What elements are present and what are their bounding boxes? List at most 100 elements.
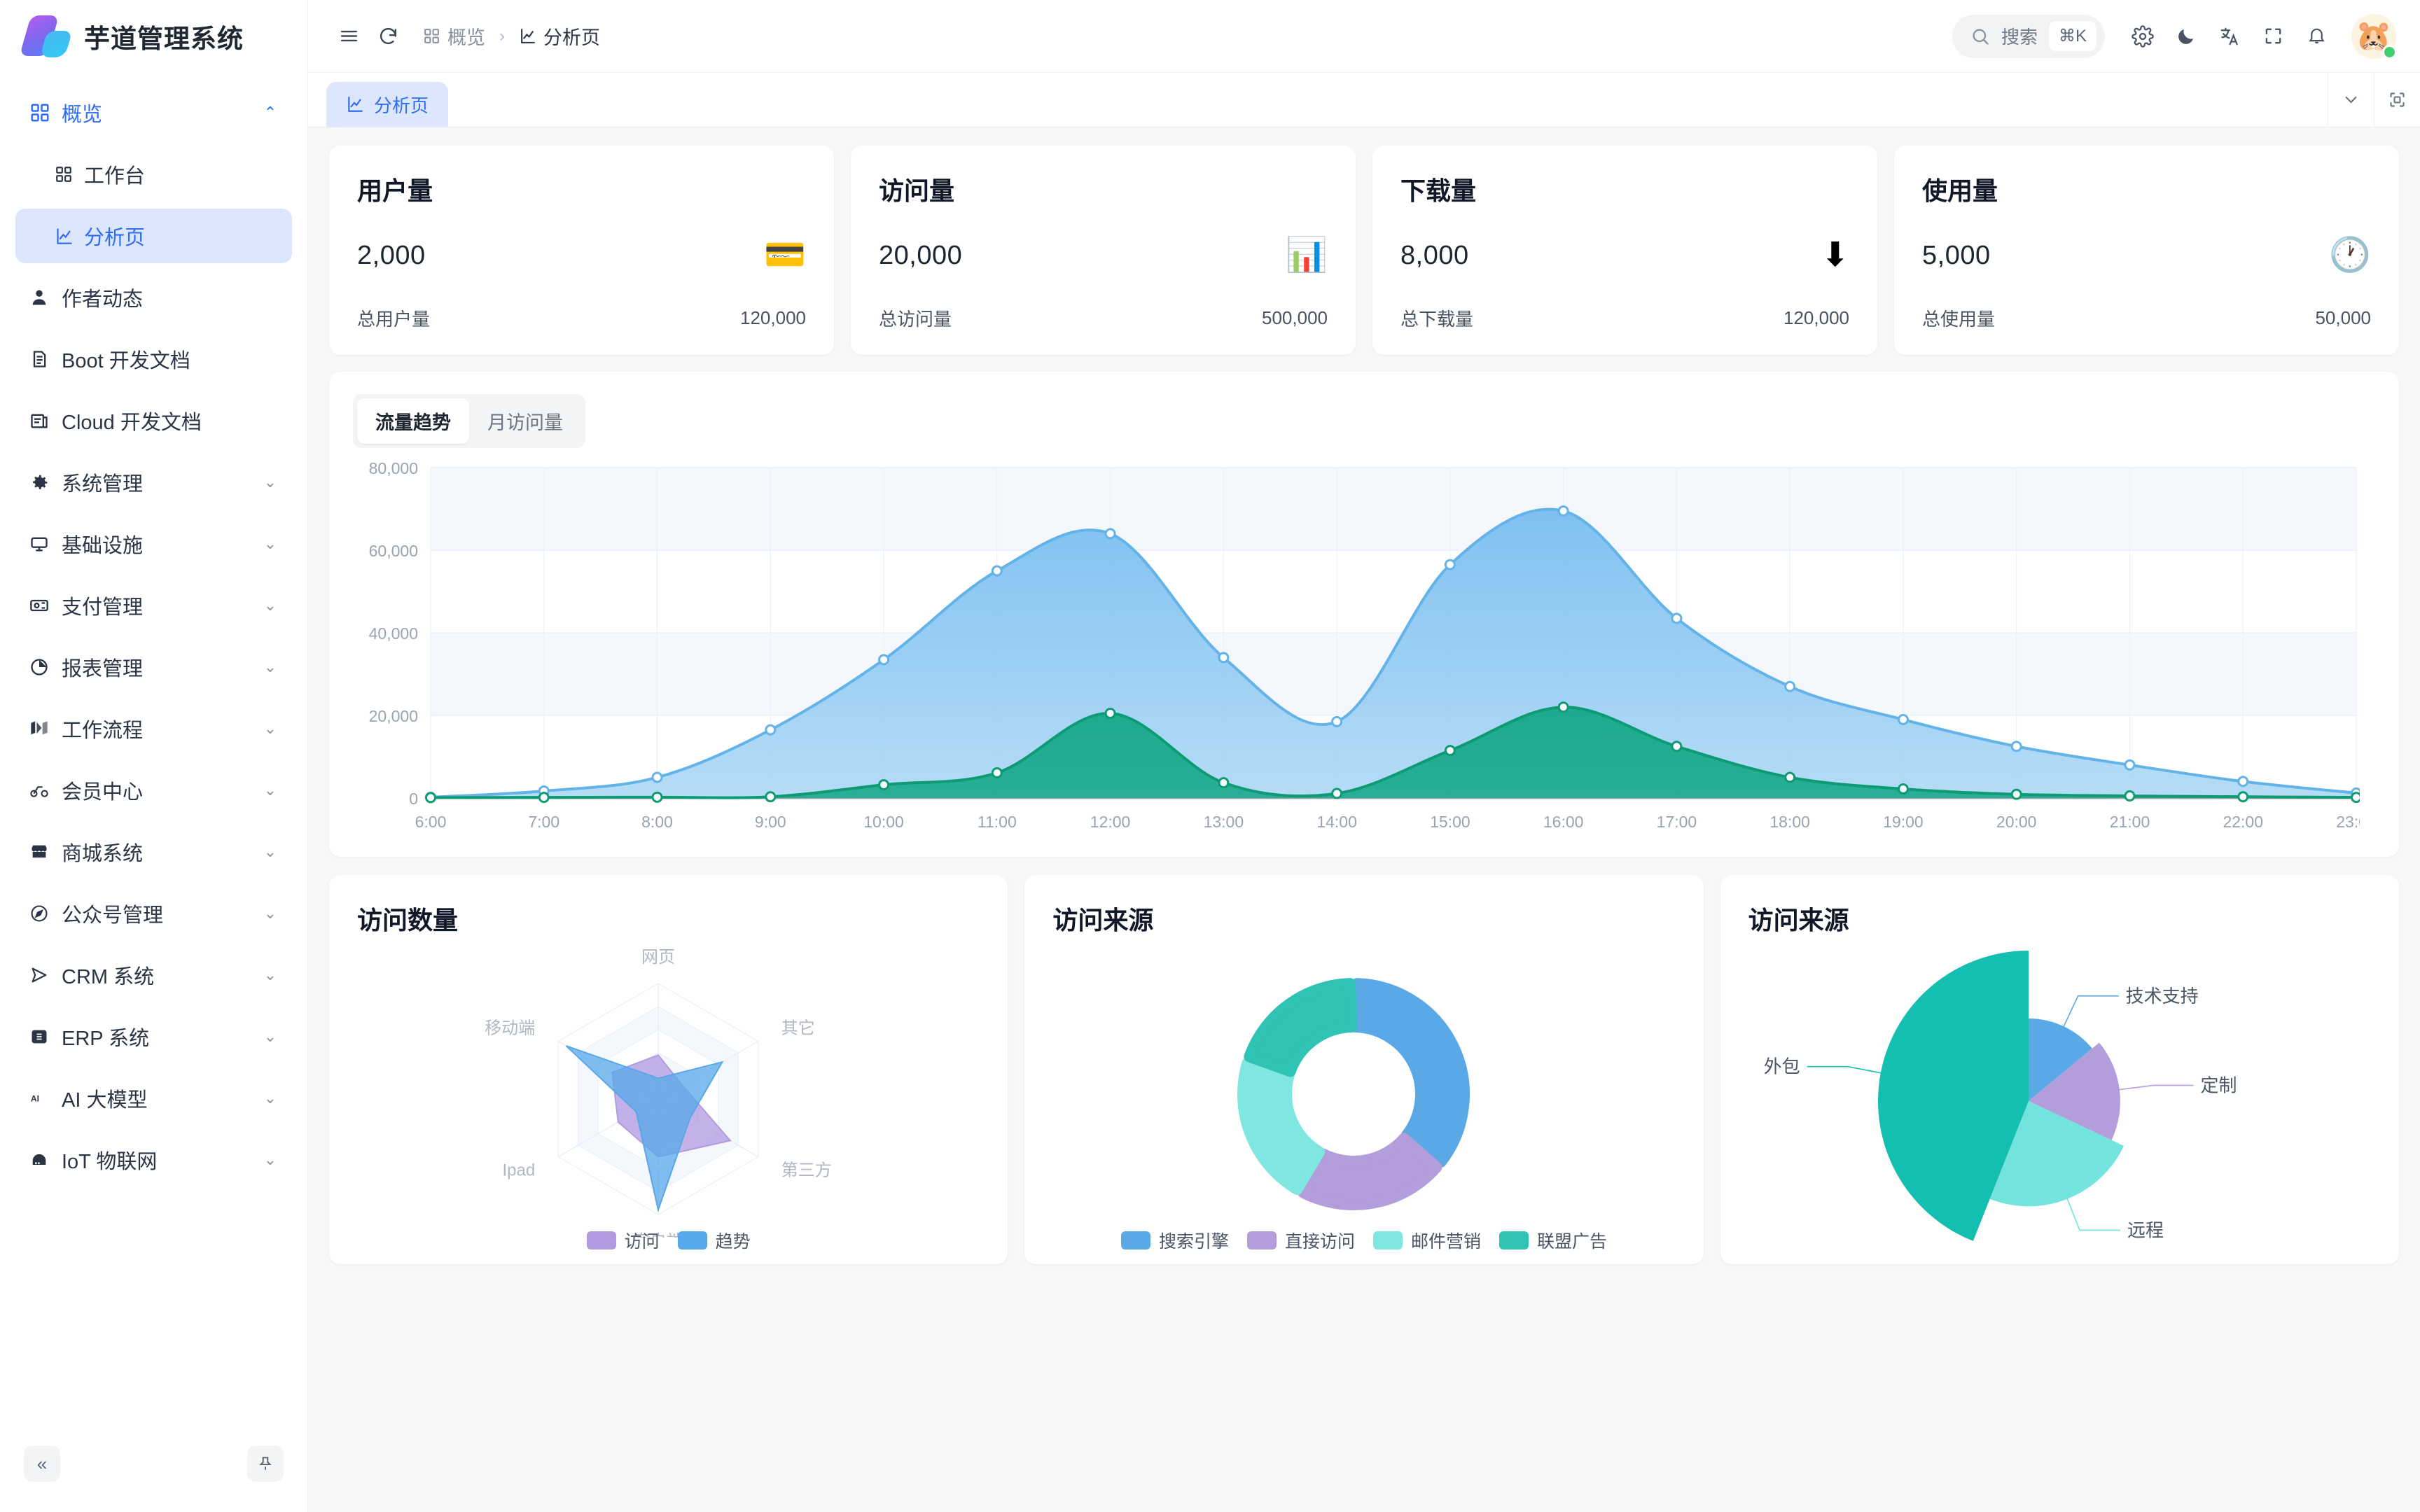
chevron-down-icon: ⌄ — [263, 843, 277, 860]
legend-item[interactable]: 趋势 — [677, 1228, 751, 1253]
legend-swatch — [586, 1231, 616, 1250]
search-input[interactable]: 搜索 ⌘K — [1952, 14, 2105, 58]
svg-text:8:00: 8:00 — [641, 813, 673, 831]
sidebar-item-ai-model[interactable]: AI AI 大模型 ⌄ — [15, 1071, 292, 1126]
stat-card-value: 8,000 — [1400, 240, 1469, 270]
trend-tab-monthly[interactable]: 月访问量 — [487, 412, 563, 433]
fullscreen-icon[interactable] — [2253, 17, 2293, 56]
brand[interactable]: 芋道管理系统 — [0, 0, 307, 73]
sidebar-item-crm[interactable]: CRM 系统 ⌄ — [15, 948, 292, 1002]
gear-icon[interactable] — [2123, 17, 2162, 56]
stat-card-title: 用户量 — [357, 176, 433, 205]
sidebar-item-erp[interactable]: ERP 系统 ⌄ — [15, 1009, 292, 1064]
svg-text:12:00: 12:00 — [1090, 813, 1131, 831]
stat-card-usage: 使用量 5,000 🕐 总使用量 50,000 — [1894, 146, 2399, 355]
legend-item[interactable]: 访问 — [586, 1228, 660, 1253]
header-actions: 🐹 — [2123, 13, 2397, 59]
sidebar-item-label: 支付管理 — [62, 596, 144, 619]
donut-legend: 搜索引擎 直接访问 邮件营销 联盟广告 — [1024, 1228, 1703, 1253]
sidebar-item-report-mgmt[interactable]: 报表管理 ⌄ — [15, 640, 292, 694]
svg-text:60,000: 60,000 — [369, 542, 418, 560]
sidebar-item-system-mgmt[interactable]: 系统管理 ⌄ — [15, 455, 292, 510]
sidebar-item-analysis[interactable]: 分析页 — [15, 209, 292, 263]
document-icon — [29, 349, 62, 369]
sidebar-item-label: 工作台 — [84, 165, 146, 188]
sidebar-item-member-center[interactable]: 会员中心 ⌄ — [15, 763, 292, 818]
svg-text:移动端: 移动端 — [485, 1019, 535, 1038]
sidebar-item-mall-system[interactable]: 商城系统 ⌄ — [15, 825, 292, 879]
legend-item[interactable]: 联盟广告 — [1499, 1228, 1607, 1253]
sidebar-item-workbench[interactable]: 工作台 — [15, 147, 292, 202]
chevron-down-icon: ⌄ — [263, 781, 277, 799]
tab-label: 分析页 — [374, 94, 429, 116]
breadcrumb-label: 分析页 — [543, 27, 600, 48]
sidebar-item-label: Cloud 开发文档 — [62, 412, 202, 434]
svg-text:17:00: 17:00 — [1657, 813, 1697, 831]
sidebar-item-official-account[interactable]: 公众号管理 ⌄ — [15, 886, 292, 941]
sidebar-item-label: 报表管理 — [62, 658, 144, 680]
sidebar-item-boot-doc[interactable]: Boot 开发文档 — [15, 332, 292, 386]
sidebar-item-payment-mgmt[interactable]: 支付管理 ⌄ — [15, 578, 292, 633]
hamburger-icon[interactable] — [329, 17, 368, 56]
sidebar-item-label: ERP 系统 — [62, 1028, 150, 1050]
bell-icon[interactable] — [2297, 17, 2336, 56]
stat-card-value: 20,000 — [879, 240, 963, 270]
sidebar-item-infrastructure[interactable]: 基础设施 ⌄ — [15, 517, 292, 571]
iot-icon — [29, 1150, 62, 1170]
svg-text:客户端: 客户端 — [633, 1232, 683, 1238]
user-icon — [29, 288, 62, 307]
breadcrumb-item-overview[interactable]: 概览 — [423, 22, 485, 50]
svg-text:15:00: 15:00 — [1430, 813, 1470, 831]
sidebar-item-iot[interactable]: IoT 物联网 ⌄ — [15, 1133, 292, 1187]
maximize-icon[interactable] — [2374, 73, 2420, 127]
chevron-down-icon: ⌄ — [263, 1028, 277, 1045]
pin-sidebar-button[interactable] — [247, 1446, 284, 1482]
legend-item[interactable]: 邮件营销 — [1372, 1228, 1481, 1253]
svg-text:10:00: 10:00 — [863, 813, 904, 831]
sidebar-menu: 概览 ⌃ 工作台 分析页 作者动态 Boot 开发文档 Clou — [0, 73, 307, 1435]
avatar[interactable]: 🐹 — [2351, 13, 2397, 59]
main-area: 概览 › 分析页 搜索 ⌘K 🐹 — [308, 0, 2420, 1512]
stat-card-total-label: 总下载量 — [1400, 309, 1474, 330]
legend-item[interactable]: 搜索引擎 — [1120, 1228, 1229, 1253]
trend-tab-traffic[interactable]: 流量趋势 — [357, 398, 469, 444]
moon-icon[interactable] — [2167, 17, 2206, 56]
sidebar-item-workflow[interactable]: 工作流程 ⌄ — [15, 701, 292, 756]
svg-text:9:00: 9:00 — [755, 813, 786, 831]
sidebar-item-overview[interactable]: 概览 ⌃ — [15, 85, 292, 140]
credit-card-icon: 💳 — [764, 237, 806, 274]
search-placeholder: 搜索 — [2001, 27, 2038, 48]
chevron-down-icon: ⌄ — [263, 904, 277, 922]
sidebar-item-label: 系统管理 — [62, 473, 144, 496]
chart-icon — [519, 27, 536, 45]
chevron-down-icon: ⌄ — [263, 473, 277, 491]
tab-analysis[interactable]: 分析页 — [326, 82, 449, 127]
refresh-icon[interactable] — [368, 17, 408, 56]
sidebar-item-label: 会员中心 — [62, 781, 144, 804]
legend-item[interactable]: 直接访问 — [1246, 1228, 1355, 1253]
translate-icon[interactable] — [2210, 17, 2249, 56]
svg-text:其它: 其它 — [781, 1019, 815, 1038]
pie-icon — [29, 657, 62, 677]
svg-text:14:00: 14:00 — [1316, 813, 1357, 831]
collapse-sidebar-button[interactable]: « — [24, 1446, 60, 1482]
cloud-doc-icon — [29, 411, 62, 430]
chevron-down-icon: ⌄ — [263, 1089, 277, 1107]
visit-source-donut-card: 访问来源 搜索引擎 直接访问 邮件营销 联盟广告 — [1024, 875, 1704, 1264]
legend-swatch — [1372, 1231, 1403, 1250]
breadcrumb-separator: › — [499, 26, 505, 46]
status-badge — [2382, 44, 2397, 59]
trend-tab-group: 流量趋势 月访问量 — [353, 394, 585, 448]
legend-label: 邮件营销 — [1410, 1232, 1481, 1252]
svg-text:18:00: 18:00 — [1769, 813, 1810, 831]
chevron-down-icon[interactable] — [2328, 73, 2374, 127]
breadcrumb-item-analysis[interactable]: 分析页 — [519, 22, 600, 50]
payment-icon — [29, 596, 62, 615]
sidebar-footer: « — [0, 1435, 307, 1512]
chevron-up-icon: ⌃ — [263, 104, 277, 121]
sidebar-item-cloud-doc[interactable]: Cloud 开发文档 — [15, 393, 292, 448]
app-logo-icon — [19, 15, 73, 57]
chart-icon — [55, 227, 84, 246]
svg-text:13:00: 13:00 — [1204, 813, 1244, 831]
sidebar-item-author-news[interactable]: 作者动态 — [15, 270, 292, 325]
